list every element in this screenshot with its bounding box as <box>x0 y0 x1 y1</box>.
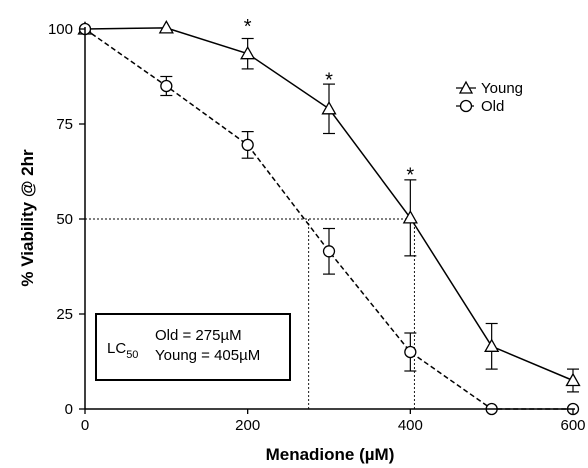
data-point-young <box>565 372 581 387</box>
lc50-label: LC50 <box>107 340 138 361</box>
y-axis-title: % Viability @ 2hr <box>18 149 37 287</box>
legend-circle-marker <box>459 99 473 113</box>
x-axis-title: Menadione (µM) <box>266 445 395 464</box>
data-point-young <box>240 45 256 60</box>
lc50-box: LC50 Old = 275µM Young = 405µM <box>95 313 291 381</box>
lc50-young-value: Young = 405µM <box>155 347 260 364</box>
data-point-old <box>160 79 173 93</box>
y-tick-label: 75 <box>56 116 73 133</box>
y-tick-label: 50 <box>56 211 73 228</box>
data-point-young <box>158 20 174 34</box>
significance-markers: * * * <box>244 16 415 186</box>
y-tick-label: 25 <box>56 306 73 323</box>
significance-asterisk: * <box>406 164 414 186</box>
lc50-old-value: Old = 275µM <box>155 327 242 344</box>
legend-item-old: Old <box>456 98 504 115</box>
legend-item-young: Young <box>456 80 523 97</box>
data-point-young <box>321 100 337 115</box>
x-tick-label: 400 <box>398 417 423 434</box>
ticks: 0 200 400 600 0 25 50 75 100 <box>48 21 586 434</box>
legend-triangle-marker <box>458 80 474 94</box>
data-point-young <box>402 210 418 224</box>
lc50-box-frame <box>95 313 291 381</box>
x-tick-label: 0 <box>81 417 89 434</box>
data-point-old <box>322 245 336 258</box>
data-point-old <box>404 345 417 359</box>
axes <box>84 27 575 410</box>
data-point-young <box>484 338 500 352</box>
x-tick-label: 200 <box>235 417 260 434</box>
legend-label-old: Old <box>481 98 504 115</box>
data-point-old <box>241 138 254 152</box>
significance-asterisk: * <box>244 16 252 38</box>
legend-label-young: Young <box>481 80 523 97</box>
legend: Young Old <box>456 80 523 115</box>
lc50-reference-lines <box>85 218 415 409</box>
x-tick-label: 600 <box>560 417 585 434</box>
y-tick-label: 0 <box>65 401 73 418</box>
significance-asterisk: * <box>325 69 333 91</box>
y-tick-label: 100 <box>48 21 73 38</box>
